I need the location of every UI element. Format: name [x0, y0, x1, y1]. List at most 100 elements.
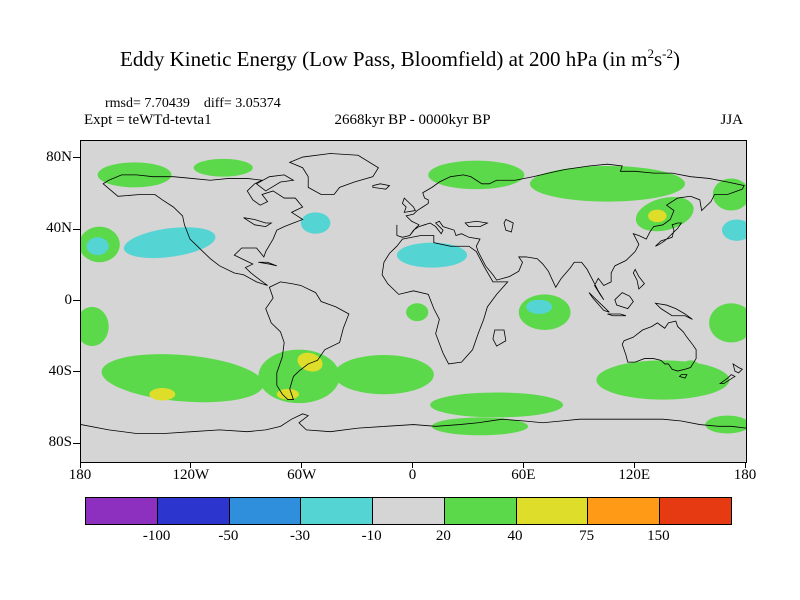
title-superscript-1: 2	[647, 46, 654, 61]
coastline-path	[655, 303, 692, 319]
coastline-path	[397, 164, 744, 300]
lat-tick-mark	[73, 228, 80, 230]
coastline-path	[607, 314, 625, 316]
anomaly-region-green	[705, 415, 746, 434]
coastline-path	[256, 175, 293, 191]
anomaly-region-green	[81, 306, 109, 347]
anomaly-region-cyan	[123, 227, 216, 259]
colorbar-segment	[373, 498, 445, 524]
coastline-path	[504, 219, 513, 231]
lat-tick-mark	[73, 300, 80, 301]
lon-tick-label: 0	[408, 467, 417, 483]
anomaly-region-cyan	[396, 242, 468, 268]
coastline-path	[493, 330, 506, 346]
coastline-path	[81, 414, 746, 434]
anomaly-region-yellow	[648, 209, 667, 223]
colorbar-segment	[588, 498, 661, 524]
coastline-path	[589, 293, 609, 313]
coastline-path	[373, 184, 390, 189]
coastline-path	[733, 364, 742, 373]
lon-tick-mark	[79, 462, 81, 468]
anomaly-region-green	[529, 165, 686, 202]
lat-tick-mark	[73, 157, 80, 159]
anomaly-region-yellow	[276, 388, 299, 400]
lat-tick-mark	[73, 442, 80, 444]
anomaly-region-green	[101, 354, 264, 403]
coastline-path	[622, 321, 696, 371]
anomaly-region-green	[334, 355, 434, 395]
diff-value: diff= 3.05374	[203, 96, 281, 111]
map-panel	[80, 140, 747, 463]
lon-tick-label: 60E	[511, 467, 536, 483]
title-superscript-2: -2	[662, 46, 673, 61]
colorbar-segment	[157, 498, 230, 524]
coastline-path	[103, 175, 303, 286]
coastline-path	[680, 375, 687, 379]
coastline-path	[402, 198, 415, 212]
colorbar-segment	[516, 498, 589, 524]
colorbar	[85, 497, 732, 525]
colorbar-segment	[444, 498, 517, 524]
lon-tick-mark	[744, 462, 746, 468]
lon-tick-label: 180	[68, 467, 92, 483]
lat-tick-label: 40S	[48, 362, 72, 379]
colorbar-tick-label: -30	[290, 528, 310, 544]
lon-tick-mark	[633, 462, 635, 468]
colorbar-tick-label: -100	[142, 528, 171, 544]
colorbar-tick-label: -50	[218, 528, 239, 544]
colorbar-segment	[86, 498, 158, 524]
coastline-path	[290, 153, 379, 194]
colorbar-segment	[229, 498, 302, 524]
colorbar-tick-label: 20	[435, 528, 451, 544]
period-label: 2668kyr BP - 0000kyr BP	[334, 112, 491, 128]
lat-tick-label: 80N	[46, 148, 72, 165]
coastline-path	[465, 221, 487, 226]
lon-tick-mark	[301, 462, 303, 468]
coastline-path	[615, 293, 633, 309]
anomaly-region-cyan	[86, 237, 109, 256]
coastline-path	[633, 269, 644, 289]
coastline-path	[655, 223, 681, 246]
season-label: JJA	[720, 112, 743, 128]
lon-tick-label: 180	[733, 467, 757, 483]
colorbar-tick-label: 40	[507, 528, 523, 544]
anomaly-region-green	[709, 303, 746, 343]
lon-tick-mark	[190, 462, 192, 468]
colorbar-segment	[660, 498, 732, 524]
title-text-2: s	[653, 47, 663, 71]
lon-tick-mark	[522, 462, 524, 468]
colorbar-segment	[301, 498, 374, 524]
rmsd-value: rmsd= 7.70439	[105, 96, 190, 111]
lon-tick-label: 120E	[618, 467, 650, 483]
anomaly-region-green	[431, 417, 529, 436]
coastline-path	[266, 282, 349, 400]
colorbar-tick-label: 150	[647, 528, 670, 544]
lon-tick-label: 60W	[287, 467, 317, 483]
anomaly-region-yellow	[149, 387, 176, 401]
anomaly-region-green	[193, 158, 253, 177]
anomaly-region-cyan	[526, 299, 553, 314]
figure-title: Eddy Kinetic Energy (Low Pass, Bloomfiel…	[0, 46, 800, 72]
anomaly-region-green	[406, 303, 429, 322]
coastline-path	[258, 262, 276, 266]
anomaly-region-green	[712, 178, 746, 211]
world-map-svg	[81, 141, 746, 436]
lon-tick-mark	[412, 462, 413, 468]
anomaly-region-cyan	[300, 212, 331, 234]
coastline-path	[720, 375, 735, 384]
anomaly-region-green	[428, 160, 525, 190]
anomaly-region-cyan	[721, 219, 746, 241]
title-text-3: )	[672, 47, 680, 71]
subheader-line: 2668kyr BP - 0000kyr BP Expt = teWTd-tev…	[80, 112, 745, 130]
colorbar-tick-label: 75	[579, 528, 595, 544]
stats-line: rmsd= 7.70439 diff= 3.05374	[105, 96, 281, 112]
coastline-path	[244, 218, 272, 227]
colorbar-tick-label: -10	[361, 528, 382, 544]
lon-tick-label: 120W	[172, 467, 210, 483]
anomaly-region-green	[430, 392, 564, 418]
experiment-label: Expt = teWTd-tevta1	[84, 112, 212, 128]
lat-tick-mark	[73, 371, 80, 373]
lat-tick-label: 0	[64, 291, 73, 308]
coastline-path	[382, 236, 508, 364]
